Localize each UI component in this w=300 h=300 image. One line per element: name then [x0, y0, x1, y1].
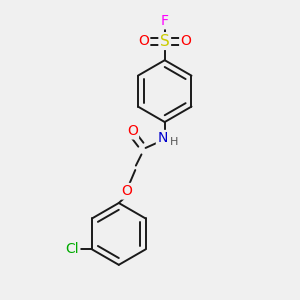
Text: Cl: Cl [65, 242, 79, 256]
Text: F: F [161, 14, 169, 28]
Text: S: S [160, 34, 169, 49]
Text: O: O [122, 184, 133, 198]
Text: H: H [170, 137, 178, 147]
Text: O: O [138, 34, 149, 48]
Text: N: N [157, 131, 168, 145]
Text: O: O [181, 34, 191, 48]
Text: O: O [127, 124, 138, 138]
